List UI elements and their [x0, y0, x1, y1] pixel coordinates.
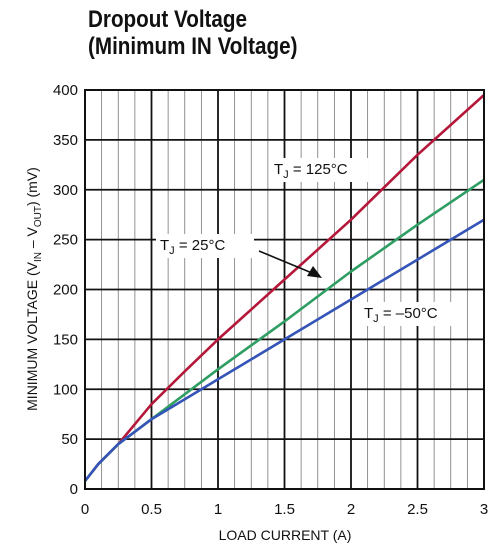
annotation-label-sub: J [169, 245, 175, 257]
y-tick-label: 150 [53, 331, 78, 348]
y-tick-label: 400 [53, 82, 78, 99]
annotation-label-main: T [160, 237, 169, 254]
x-tick-label: 2 [347, 501, 355, 518]
x-tick-label: 2.5 [407, 501, 428, 518]
chart-title-line2: (Minimum IN Voltage) [88, 33, 298, 60]
annotation-minus50c: TJ = –50°C [364, 305, 438, 325]
series-annotations: TJ = 125°CTJ = 25°CTJ = –50°C [156, 158, 458, 326]
annotation-label-rest: = 125°C [289, 161, 348, 178]
x-tick-label: 0.5 [141, 501, 162, 518]
x-tick-label: 3 [480, 501, 488, 518]
annotation-label-rest: = 25°C [175, 237, 226, 254]
y-axis-label-prefix: MINIMUM VOLTAGE (V [24, 261, 40, 410]
y-tick-label: 50 [61, 431, 78, 448]
y-tick-label: 350 [53, 132, 78, 149]
chart-title: Dropout Voltage (Minimum IN Voltage) [88, 6, 297, 60]
annotation-label-rest: = –50°C [379, 305, 438, 322]
y-tick-label: 0 [70, 481, 78, 498]
x-tick-label: 1 [214, 501, 222, 518]
annotation-125c: TJ = 125°C [274, 161, 348, 181]
y-axis-label: MINIMUM VOLTAGE (VIN – VOUT) (mV) [24, 167, 44, 411]
annotation-background [270, 158, 368, 182]
annotation-background [360, 302, 458, 326]
y-tick-label: 200 [53, 282, 78, 299]
annotation-label-sub: J [373, 313, 379, 325]
plot-frame [84, 89, 485, 490]
x-tick-label: 0 [81, 501, 89, 518]
y-axis-label-suffix: ) (mV) [24, 167, 40, 206]
y-axis-label-mid: – V [24, 226, 40, 252]
y-axis-label-sub-in: IN [33, 252, 44, 262]
y-tick-label: 250 [53, 232, 78, 249]
annotation-label-sub: J [283, 169, 289, 181]
annotation-arrow-line [258, 250, 313, 274]
y-axis-label-sub-out: OUT [33, 206, 44, 227]
y-tick-label: 300 [53, 182, 78, 199]
annotation-background [156, 234, 254, 258]
series-line-minus50c [83, 218, 485, 482]
y-tick-labels: 0 50 100 150 200 250 300 350 400 [53, 82, 78, 498]
annotation-arrowhead [307, 266, 322, 278]
annotation-label-main: T [274, 161, 283, 178]
x-tick-labels: 0 0.5 1 1.5 2 2.5 3 [81, 501, 488, 518]
y-tick-label: 100 [53, 381, 78, 398]
chart-title-line1: Dropout Voltage [88, 6, 247, 33]
annotation-label-main: T [364, 305, 373, 322]
annotation-25c: TJ = 25°C [160, 237, 225, 257]
series-lines [83, 94, 485, 482]
x-axis-label: LOAD CURRENT (A) [219, 527, 352, 543]
x-tick-label: 1.5 [274, 501, 295, 518]
